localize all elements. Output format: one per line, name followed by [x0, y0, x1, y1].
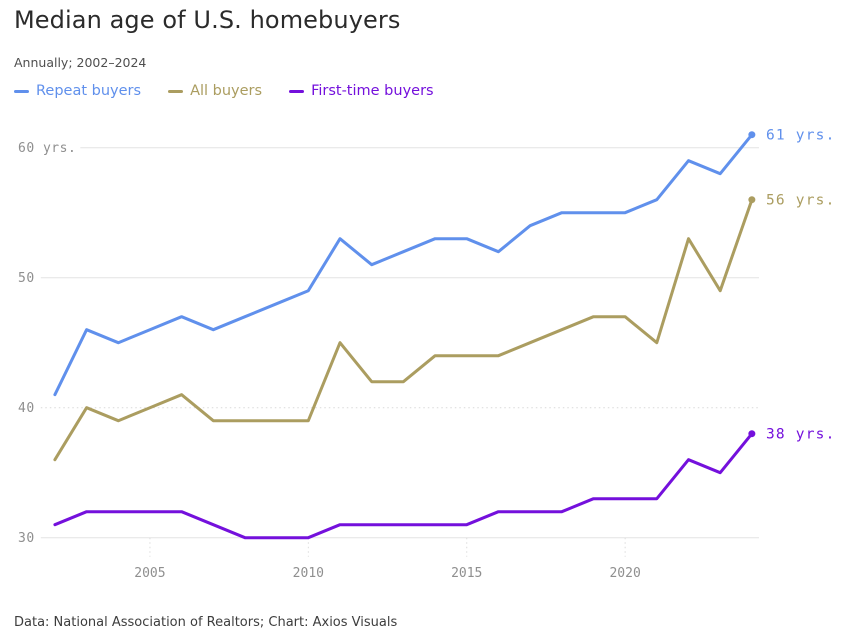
series-line-first-time-buyers	[53, 432, 754, 540]
end-label-repeat-buyers: 61 yrs.	[766, 128, 836, 144]
x-tick-label-2005: 2005	[134, 566, 165, 581]
legend-dash-icon	[289, 89, 305, 93]
end-label-first-time-buyers: 38 yrs.	[766, 427, 836, 443]
chart-svg: 60 yrs. 50 40 30 2005 2010 2015 2020 61 yrs. 56 y…	[18, 128, 836, 581]
x-tick-label-2010: 2010	[293, 566, 324, 581]
chart-area: 60 yrs. 50 40 30 2005 2010 2015 2020 61 yrs. 56 y…	[0, 110, 853, 600]
y-tick-label-60: 60 yrs.	[18, 141, 76, 156]
y-tick-label-30: 30	[18, 531, 35, 546]
y-tick-label-40: 40	[18, 401, 35, 416]
legend-item-first-time-buyers: First-time buyers	[289, 83, 434, 99]
legend-label: All buyers	[190, 83, 263, 99]
y-tick-label-50: 50	[18, 271, 35, 286]
page-title: Median age of U.S. homebuyers	[14, 6, 401, 34]
legend-label: First-time buyers	[311, 83, 434, 99]
end-dot-all-buyers	[748, 196, 756, 204]
x-tick-label-2015: 2015	[451, 566, 482, 581]
series-line-repeat-buyers	[53, 133, 754, 397]
legend-item-repeat-buyers: Repeat buyers	[14, 83, 141, 99]
x-tick-label-2020: 2020	[609, 566, 640, 581]
legend-dash-icon	[168, 89, 184, 93]
legend-label: Repeat buyers	[36, 83, 142, 99]
chart-legend: Repeat buyers All buyers First-time buyers	[14, 83, 434, 99]
legend-dash-icon	[14, 89, 29, 93]
end-dot-repeat-buyers	[748, 131, 756, 139]
end-label-all-buyers: 56 yrs.	[766, 193, 836, 209]
end-dot-first-time-buyers	[748, 430, 756, 438]
footer-credit: Data: National Association of Realtors; …	[14, 615, 398, 630]
legend-item-all-buyers: All buyers	[168, 83, 262, 99]
chart-subtitle: Annually; 2002–2024	[14, 55, 147, 70]
series-line-all-buyers	[53, 198, 754, 462]
